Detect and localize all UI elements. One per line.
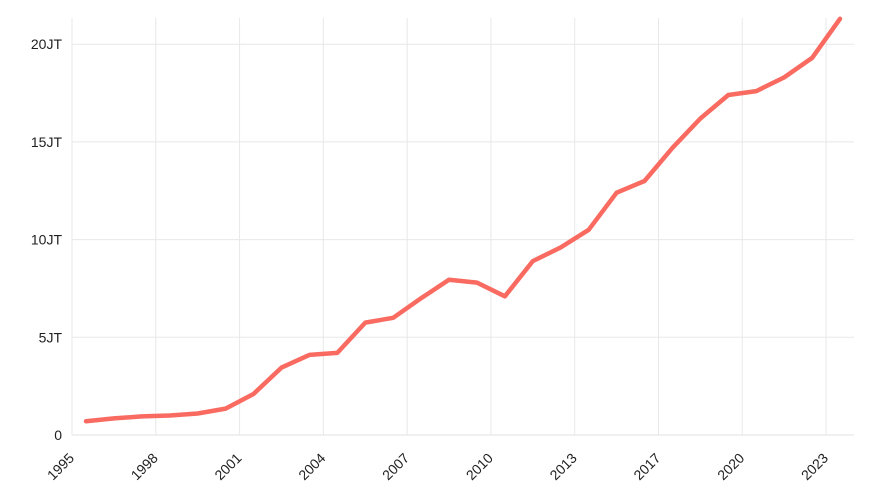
x-axis-tick-label: 2017: [630, 450, 663, 483]
y-axis-tick-label: 0: [54, 427, 62, 443]
x-axis-tick-label: 2001: [211, 450, 244, 483]
x-axis-tick-label: 2010: [463, 450, 496, 483]
x-axis-tick-label: 2023: [798, 450, 831, 483]
x-axis-tick-label: 2013: [546, 450, 579, 483]
x-axis-tick-label: 1995: [44, 450, 77, 483]
y-axis-tick-label: 15JT: [31, 134, 63, 150]
x-axis-tick-label: 2007: [379, 450, 412, 483]
x-axis-tick-label: 1998: [128, 450, 161, 483]
y-axis-tick-label: 20JT: [31, 36, 63, 52]
y-axis-tick-label: 5JT: [39, 329, 63, 345]
x-axis-tick-label: 2004: [295, 450, 328, 483]
data-series-line: [83, 16, 843, 424]
x-axis-tick-label: 2020: [714, 450, 747, 483]
y-axis-tick-label: 10JT: [31, 232, 63, 248]
